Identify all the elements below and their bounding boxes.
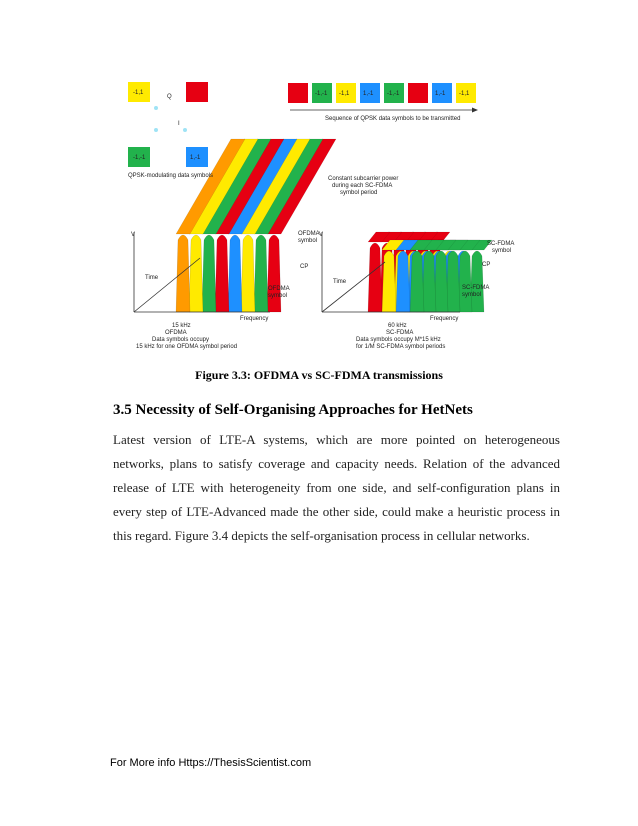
label: CP (300, 264, 308, 270)
paragraph: Latest version of LTE-A systems, which a… (113, 432, 560, 543)
note: Data symbols occupy M*15 kHz (356, 337, 441, 343)
note: for 1/M SC-FDMA symbol periods (356, 344, 445, 350)
symbol-box (408, 83, 428, 103)
slab-front (188, 234, 204, 313)
slab-front (421, 250, 437, 313)
slab-front (409, 250, 425, 313)
label: OFDMA (298, 231, 320, 237)
label: OFDMA (268, 286, 290, 292)
slab-front (266, 234, 282, 313)
slab-top (409, 239, 433, 251)
symbol-box (360, 83, 380, 103)
figure: -1,1 -1,-1 1,-1 Q I QPSK-modulating data… (128, 82, 514, 350)
slab-front (395, 250, 411, 313)
box-label: -1,-1 (315, 91, 328, 97)
dot (154, 106, 158, 110)
note: 15 kHz for one OFDMA symbol period (136, 344, 237, 350)
symbol-box (312, 83, 332, 103)
slab-front (214, 234, 230, 313)
slab-front (469, 250, 485, 313)
figure-caption: Figure 3.3: OFDMA vs SC-FDMA transmissio… (195, 368, 443, 382)
note: symbol period (340, 190, 377, 196)
note: SC-FDMA (386, 330, 413, 336)
symbol-box (456, 83, 476, 103)
caption: QPSK-modulating data symbols (128, 173, 213, 179)
label: symbol (268, 293, 287, 299)
label: symbol (462, 292, 481, 298)
symbol-box (288, 83, 308, 103)
box-label: -1,-1 (387, 91, 400, 97)
slab-front (240, 234, 256, 313)
axis-label: Frequency (430, 316, 458, 322)
axis-label: Time (145, 275, 159, 281)
box-label: -1,1 (339, 91, 350, 97)
axis-label: I (178, 121, 180, 127)
box-label: 1,-1 (190, 155, 201, 161)
slab-front (433, 250, 449, 313)
slab-front (253, 234, 269, 313)
label: SC-FDMA (487, 241, 514, 247)
axis-label: Frequency (240, 316, 268, 322)
axis-label: Q (167, 94, 172, 100)
arrow-head (472, 107, 478, 113)
box-label: -1,1 (133, 90, 144, 96)
symbol-box (128, 147, 150, 167)
note: during each SC-FDMA (332, 183, 392, 189)
symbol-box (186, 82, 208, 102)
footer: For More info Https://ThesisScientist.co… (110, 757, 312, 769)
slab-top (175, 138, 246, 235)
slab-front (367, 242, 383, 313)
label: SC-FDMA (462, 285, 489, 291)
box-label: -1,1 (459, 91, 470, 97)
label: 60 kHz (388, 323, 407, 329)
note: Constant subcarrier power (328, 176, 398, 182)
slab-front (201, 234, 217, 313)
axes (133, 232, 460, 313)
symbol-box (186, 147, 208, 167)
slab-front (381, 250, 397, 313)
slab-front (445, 250, 461, 313)
axis-label: V (131, 232, 135, 238)
label: symbol (492, 248, 511, 254)
slab-front (457, 250, 473, 313)
dot (183, 128, 187, 132)
label: symbol (298, 238, 317, 244)
note: OFDMA (165, 330, 187, 336)
slab-front (175, 234, 191, 313)
section-heading: 3.5 Necessity of Self-Organising Approac… (113, 402, 473, 418)
symbol-box (384, 83, 404, 103)
caption: Sequence of QPSK data symbols to be tran… (325, 116, 460, 122)
label: 15 kHz (172, 323, 191, 329)
axis-label: V (319, 232, 323, 238)
note: Data symbols occupy (152, 337, 209, 343)
box-label: 1,-1 (363, 91, 374, 97)
box-label: -1,-1 (133, 155, 146, 161)
symbol-box (432, 83, 452, 103)
axis-label: Time (333, 279, 347, 285)
symbol-box (336, 83, 356, 103)
dot (154, 128, 158, 132)
slab-front (227, 234, 243, 313)
symbol-box (128, 82, 150, 102)
slab-top (367, 231, 391, 243)
label: CP (482, 262, 490, 268)
box-label: 1,-1 (435, 91, 446, 97)
